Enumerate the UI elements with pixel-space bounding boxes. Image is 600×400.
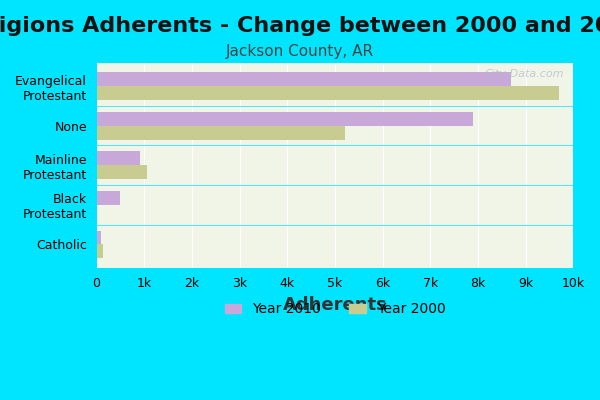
Text: Religions Adherents - Change between 2000 and 2010: Religions Adherents - Change between 200… xyxy=(0,16,600,36)
Bar xyxy=(97,112,473,126)
Bar xyxy=(97,244,103,258)
Bar xyxy=(97,230,101,244)
X-axis label: Adherents: Adherents xyxy=(283,296,388,314)
Text: Jackson County, AR: Jackson County, AR xyxy=(226,44,374,59)
Legend: Year 2010, Year 2000: Year 2010, Year 2000 xyxy=(219,297,451,322)
Bar xyxy=(97,72,511,86)
Bar xyxy=(97,191,121,205)
Text: City-Data.com: City-Data.com xyxy=(484,69,564,79)
Bar xyxy=(97,165,146,179)
Bar xyxy=(97,86,559,100)
Bar xyxy=(97,152,140,165)
Bar xyxy=(97,126,344,140)
